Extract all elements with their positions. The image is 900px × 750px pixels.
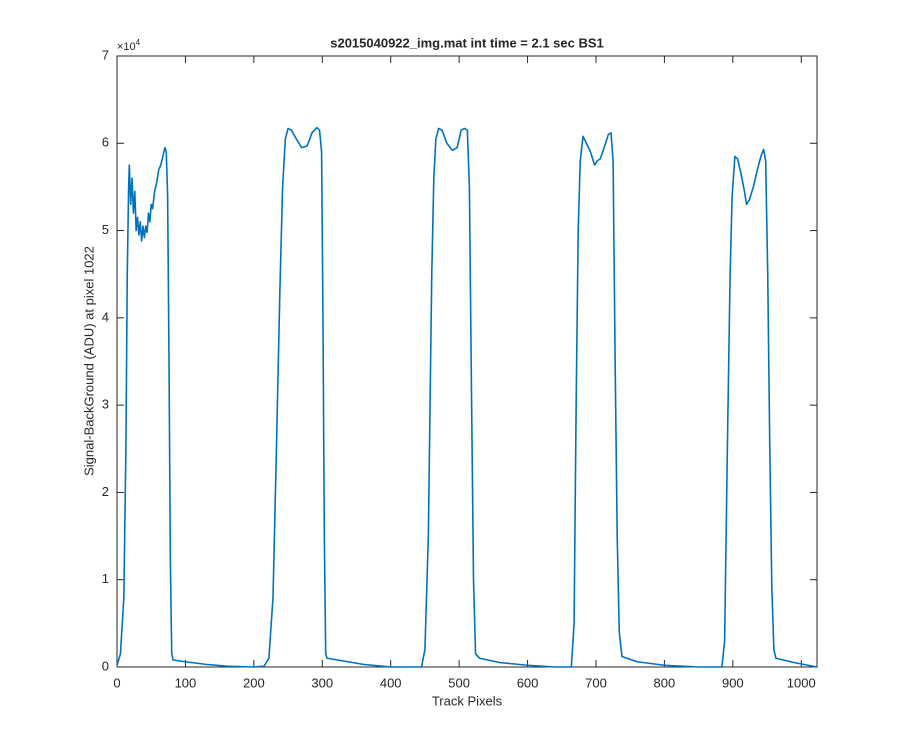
- y-tick-label: 2: [102, 484, 109, 499]
- y-tick-label: 3: [102, 397, 109, 412]
- plot-area: [116, 55, 818, 668]
- multiplier-exponent: 4: [136, 38, 141, 47]
- y-tick-label: 7: [102, 47, 109, 62]
- x-tick-label: 800: [654, 675, 676, 690]
- y-tick-label: 0: [102, 658, 109, 673]
- x-tick-label: 200: [243, 675, 265, 690]
- x-tick-label: 500: [448, 675, 470, 690]
- x-tick-label: 600: [517, 675, 539, 690]
- x-tick-label: 700: [585, 675, 607, 690]
- y-tick-label: 5: [102, 222, 109, 237]
- x-axis-label: Track Pixels: [432, 693, 503, 708]
- data-line: [116, 126, 818, 668]
- x-tick-label: 1000: [787, 675, 816, 690]
- x-tick-label: 300: [311, 675, 333, 690]
- multiplier-base: ×10: [117, 41, 136, 53]
- y-axis-label: Signal-BackGround (ADU) at pixel 1022: [81, 246, 96, 476]
- x-tick-label: 100: [175, 675, 197, 690]
- y-tick-label: 4: [102, 309, 109, 324]
- x-tick-label: 900: [722, 675, 744, 690]
- y-multiplier: ×104: [117, 38, 141, 53]
- chart-title: s2015040922_img.mat int time = 2.1 sec B…: [330, 35, 604, 50]
- x-tick-label: 400: [380, 675, 402, 690]
- y-tick-label: 1: [102, 571, 109, 586]
- y-tick-label: 6: [102, 135, 109, 150]
- x-tick-label: 0: [113, 675, 120, 690]
